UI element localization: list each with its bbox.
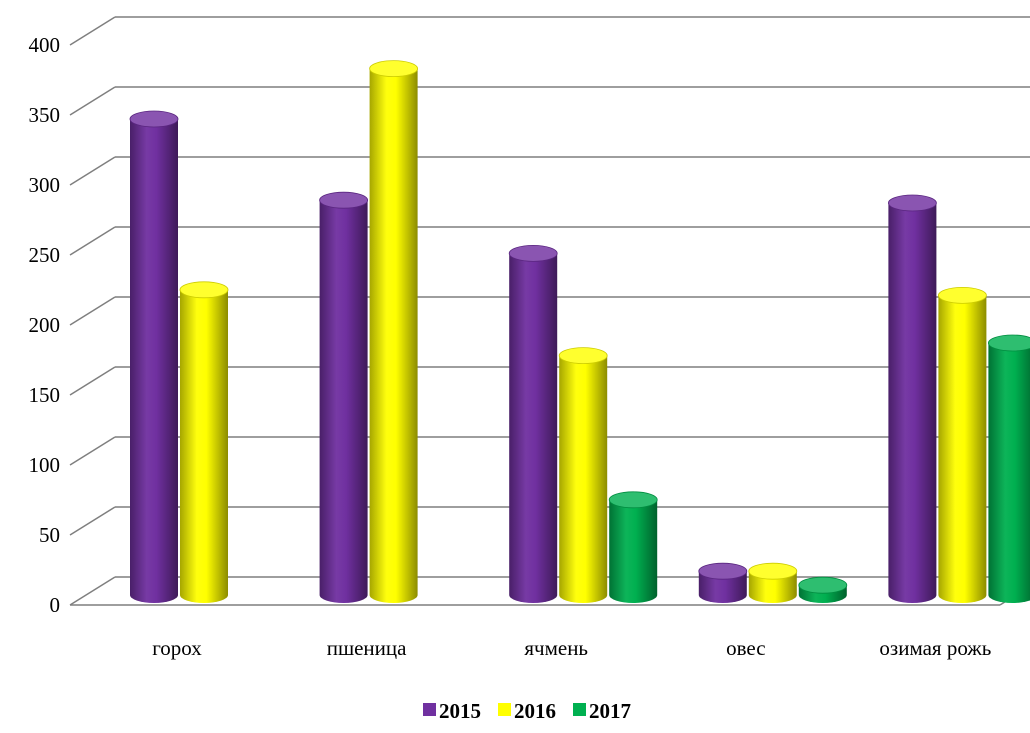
y-tick-label: 0 [50,593,61,617]
y-tick-label: 350 [29,103,61,127]
y-tick-label: 200 [29,313,61,337]
y-tick-label: 100 [29,453,61,477]
legend: 2015 2016 2017 [423,699,631,723]
bar-2016-4 [748,562,798,603]
gridline [69,16,1030,46]
legend-label: 2015 [439,699,481,723]
bar-2015-1 [129,110,179,603]
bar-2016-1 [179,281,229,603]
bar-2015-4 [698,562,748,603]
x-axis-categories: горох пшеница ячмень овес озимая рожь [152,636,991,660]
y-tick-label: 250 [29,243,61,267]
x-category-label: озимая рожь [879,636,991,660]
y-tick-label: 50 [39,523,60,547]
bar-2016-2 [369,60,419,604]
bars [129,60,1030,604]
bar-2016-5 [938,286,987,603]
bar-2017-5 [988,334,1030,603]
y-tick-label: 300 [29,173,61,197]
bar-2015-3 [508,244,558,603]
legend-item-2016: 2016 [498,699,556,723]
x-category-label: овес [726,636,765,660]
bar-2015-5 [888,194,937,603]
bar-2015-2 [319,191,369,603]
x-category-label: пшеница [327,636,407,660]
legend-label: 2017 [589,699,631,723]
legend-label: 2016 [514,699,556,723]
gridline [69,86,1030,116]
y-tick-label: 150 [29,383,61,407]
legend-swatch [423,703,436,716]
x-category-label: горох [152,636,202,660]
legend-item-2017: 2017 [573,699,631,723]
bar-2017-3 [608,491,658,603]
legend-swatch [498,703,511,716]
gridline [69,156,1030,186]
x-category-label: ячмень [524,636,588,660]
bar-2016-3 [558,347,608,603]
legend-item-2015: 2015 [423,699,481,723]
y-tick-label: 400 [29,33,61,57]
legend-swatch [573,703,586,716]
y-axis-ticks: 0 50 100 150 200 250 300 350 400 [29,33,61,617]
bar-2017-4 [798,576,848,603]
